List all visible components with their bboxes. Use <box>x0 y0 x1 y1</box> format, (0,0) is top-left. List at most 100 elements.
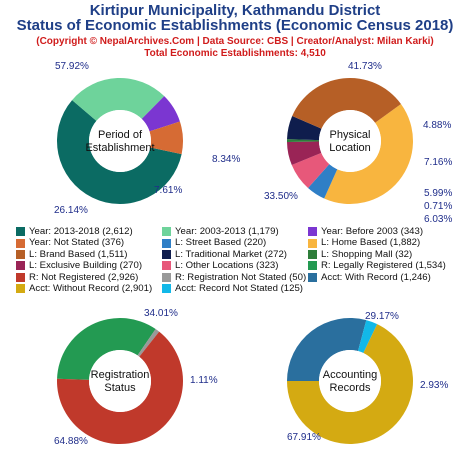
legend-swatch <box>308 272 317 282</box>
data-label: 7.16% <box>424 157 452 168</box>
data-label: 41.73% <box>348 61 382 72</box>
pie-slice <box>149 121 184 155</box>
legend-item: R: Legally Registered (1,534) <box>308 260 458 271</box>
legend-swatch <box>308 261 317 271</box>
legend-swatch <box>162 272 171 282</box>
pie-slice <box>287 318 367 381</box>
pie-slice <box>56 331 183 445</box>
data-label: 67.91% <box>287 432 321 443</box>
legend-label: R: Not Registered (2,926) <box>29 271 139 283</box>
data-label: 64.88% <box>54 436 88 447</box>
legend-item: Acct: With Record (1,246) <box>308 272 458 283</box>
legend-swatch <box>162 261 171 271</box>
legend-label: L: Traditional Market (272) <box>175 248 287 260</box>
legend: Year: 2013-2018 (2,612) Year: 2003-2013 (… <box>16 226 466 294</box>
data-label: 33.50% <box>264 191 298 202</box>
legend-swatch <box>16 250 25 260</box>
pie-slice <box>286 139 320 142</box>
title-line-1: Kirtipur Municipality, Kathmandu Distric… <box>89 2 381 19</box>
legend-item: Acct: Without Record (2,901) <box>16 283 162 294</box>
donut-hole <box>319 110 381 172</box>
pie-slice <box>291 152 330 188</box>
legend-label: R: Legally Registered (1,534) <box>321 260 446 272</box>
data-label: 1.11% <box>190 375 218 386</box>
pie-slice <box>287 324 413 445</box>
center-label: Records <box>330 382 371 394</box>
legend-label: L: Other Locations (323) <box>175 260 279 272</box>
pie-slice <box>57 318 156 380</box>
data-label: 34.01% <box>144 308 178 319</box>
legend-label: Year: Not Stated (376) <box>29 237 125 249</box>
data-label: 5.99% <box>424 188 452 199</box>
center-label: Registration <box>91 369 150 381</box>
data-label: 4.88% <box>423 120 451 131</box>
legend-swatch <box>16 261 25 271</box>
legend-label: L: Street Based (220) <box>175 237 267 249</box>
data-label: 0.71% <box>424 201 452 212</box>
legend-item: Year: Not Stated (376) <box>16 237 162 248</box>
data-label: 7.61% <box>154 185 182 196</box>
legend-label: L: Shopping Mall (32) <box>321 248 413 260</box>
legend-item: Year: Before 2003 (343) <box>308 226 458 237</box>
legend-item: L: Brand Based (1,511) <box>16 249 162 260</box>
legend-label: Year: 2013-2018 (2,612) <box>29 226 133 237</box>
legend-label: Year: Before 2003 (343) <box>321 226 424 237</box>
subtitle-line-2: Total Economic Establishments: 4,510 <box>144 48 326 59</box>
legend-swatch <box>162 284 171 294</box>
data-label: 26.14% <box>54 205 88 216</box>
legend-swatch <box>162 227 171 237</box>
legend-item: L: Other Locations (323) <box>162 260 308 271</box>
pie-slice <box>287 115 322 141</box>
legend-swatch <box>16 284 25 294</box>
center-label: Establishment <box>85 142 154 154</box>
legend-label: Acct: Record Not Stated (125) <box>175 283 303 295</box>
pie-slice <box>287 141 322 166</box>
legend-swatch <box>16 238 25 248</box>
pie-slice <box>358 320 378 354</box>
legend-item: L: Street Based (220) <box>162 237 308 248</box>
legend-item: L: Shopping Mall (32) <box>308 249 458 260</box>
legend-label: L: Exclusive Building (270) <box>29 260 143 272</box>
legend-swatch <box>308 227 317 237</box>
center-label: Period of <box>98 129 143 141</box>
data-label: 8.34% <box>212 154 240 165</box>
legend-label: R: Registration Not Stated (50) <box>175 271 307 283</box>
data-label: 2.93% <box>420 380 448 391</box>
legend-label: Acct: With Record (1,246) <box>321 271 431 283</box>
center-label: Status <box>104 382 136 394</box>
pie-slice <box>308 164 338 199</box>
donut-hole <box>319 350 381 412</box>
legend-swatch <box>16 272 25 282</box>
pie-slice <box>141 96 180 132</box>
subtitle-line-1: (Copyright © NepalArchives.Com | Data So… <box>36 36 434 47</box>
legend-item: Year: 2013-2018 (2,612) <box>16 226 162 237</box>
data-label: 6.03% <box>424 214 452 225</box>
title-line-2: Status of Economic Establishments (Econo… <box>16 17 454 34</box>
legend-item: L: Exclusive Building (270) <box>16 260 162 271</box>
legend-item: L: Traditional Market (272) <box>162 249 308 260</box>
legend-label: L: Brand Based (1,511) <box>29 248 128 260</box>
legend-swatch <box>162 250 171 260</box>
legend-item: R: Not Registered (2,926) <box>16 272 162 283</box>
legend-label: Acct: Without Record (2,901) <box>29 283 153 295</box>
legend-item: Year: 2003-2013 (1,179) <box>162 226 308 237</box>
center-label: Location <box>329 142 371 154</box>
pie-slice <box>57 100 182 204</box>
legend-item: Acct: Record Not Stated (125) <box>162 283 308 294</box>
legend-label: L: Home Based (1,882) <box>321 237 421 249</box>
donut-hole <box>89 110 151 172</box>
center-label: Physical <box>330 129 371 141</box>
pie-slice <box>72 77 165 121</box>
pie-slice <box>292 78 401 129</box>
data-label: 57.92% <box>55 61 89 72</box>
legend-label: Year: 2003-2013 (1,179) <box>175 226 279 237</box>
legend-swatch <box>308 238 317 248</box>
legend-swatch <box>162 238 171 248</box>
data-label: 29.17% <box>365 311 399 322</box>
legend-swatch <box>308 250 317 260</box>
legend-item: R: Registration Not Stated (50) <box>162 272 308 283</box>
